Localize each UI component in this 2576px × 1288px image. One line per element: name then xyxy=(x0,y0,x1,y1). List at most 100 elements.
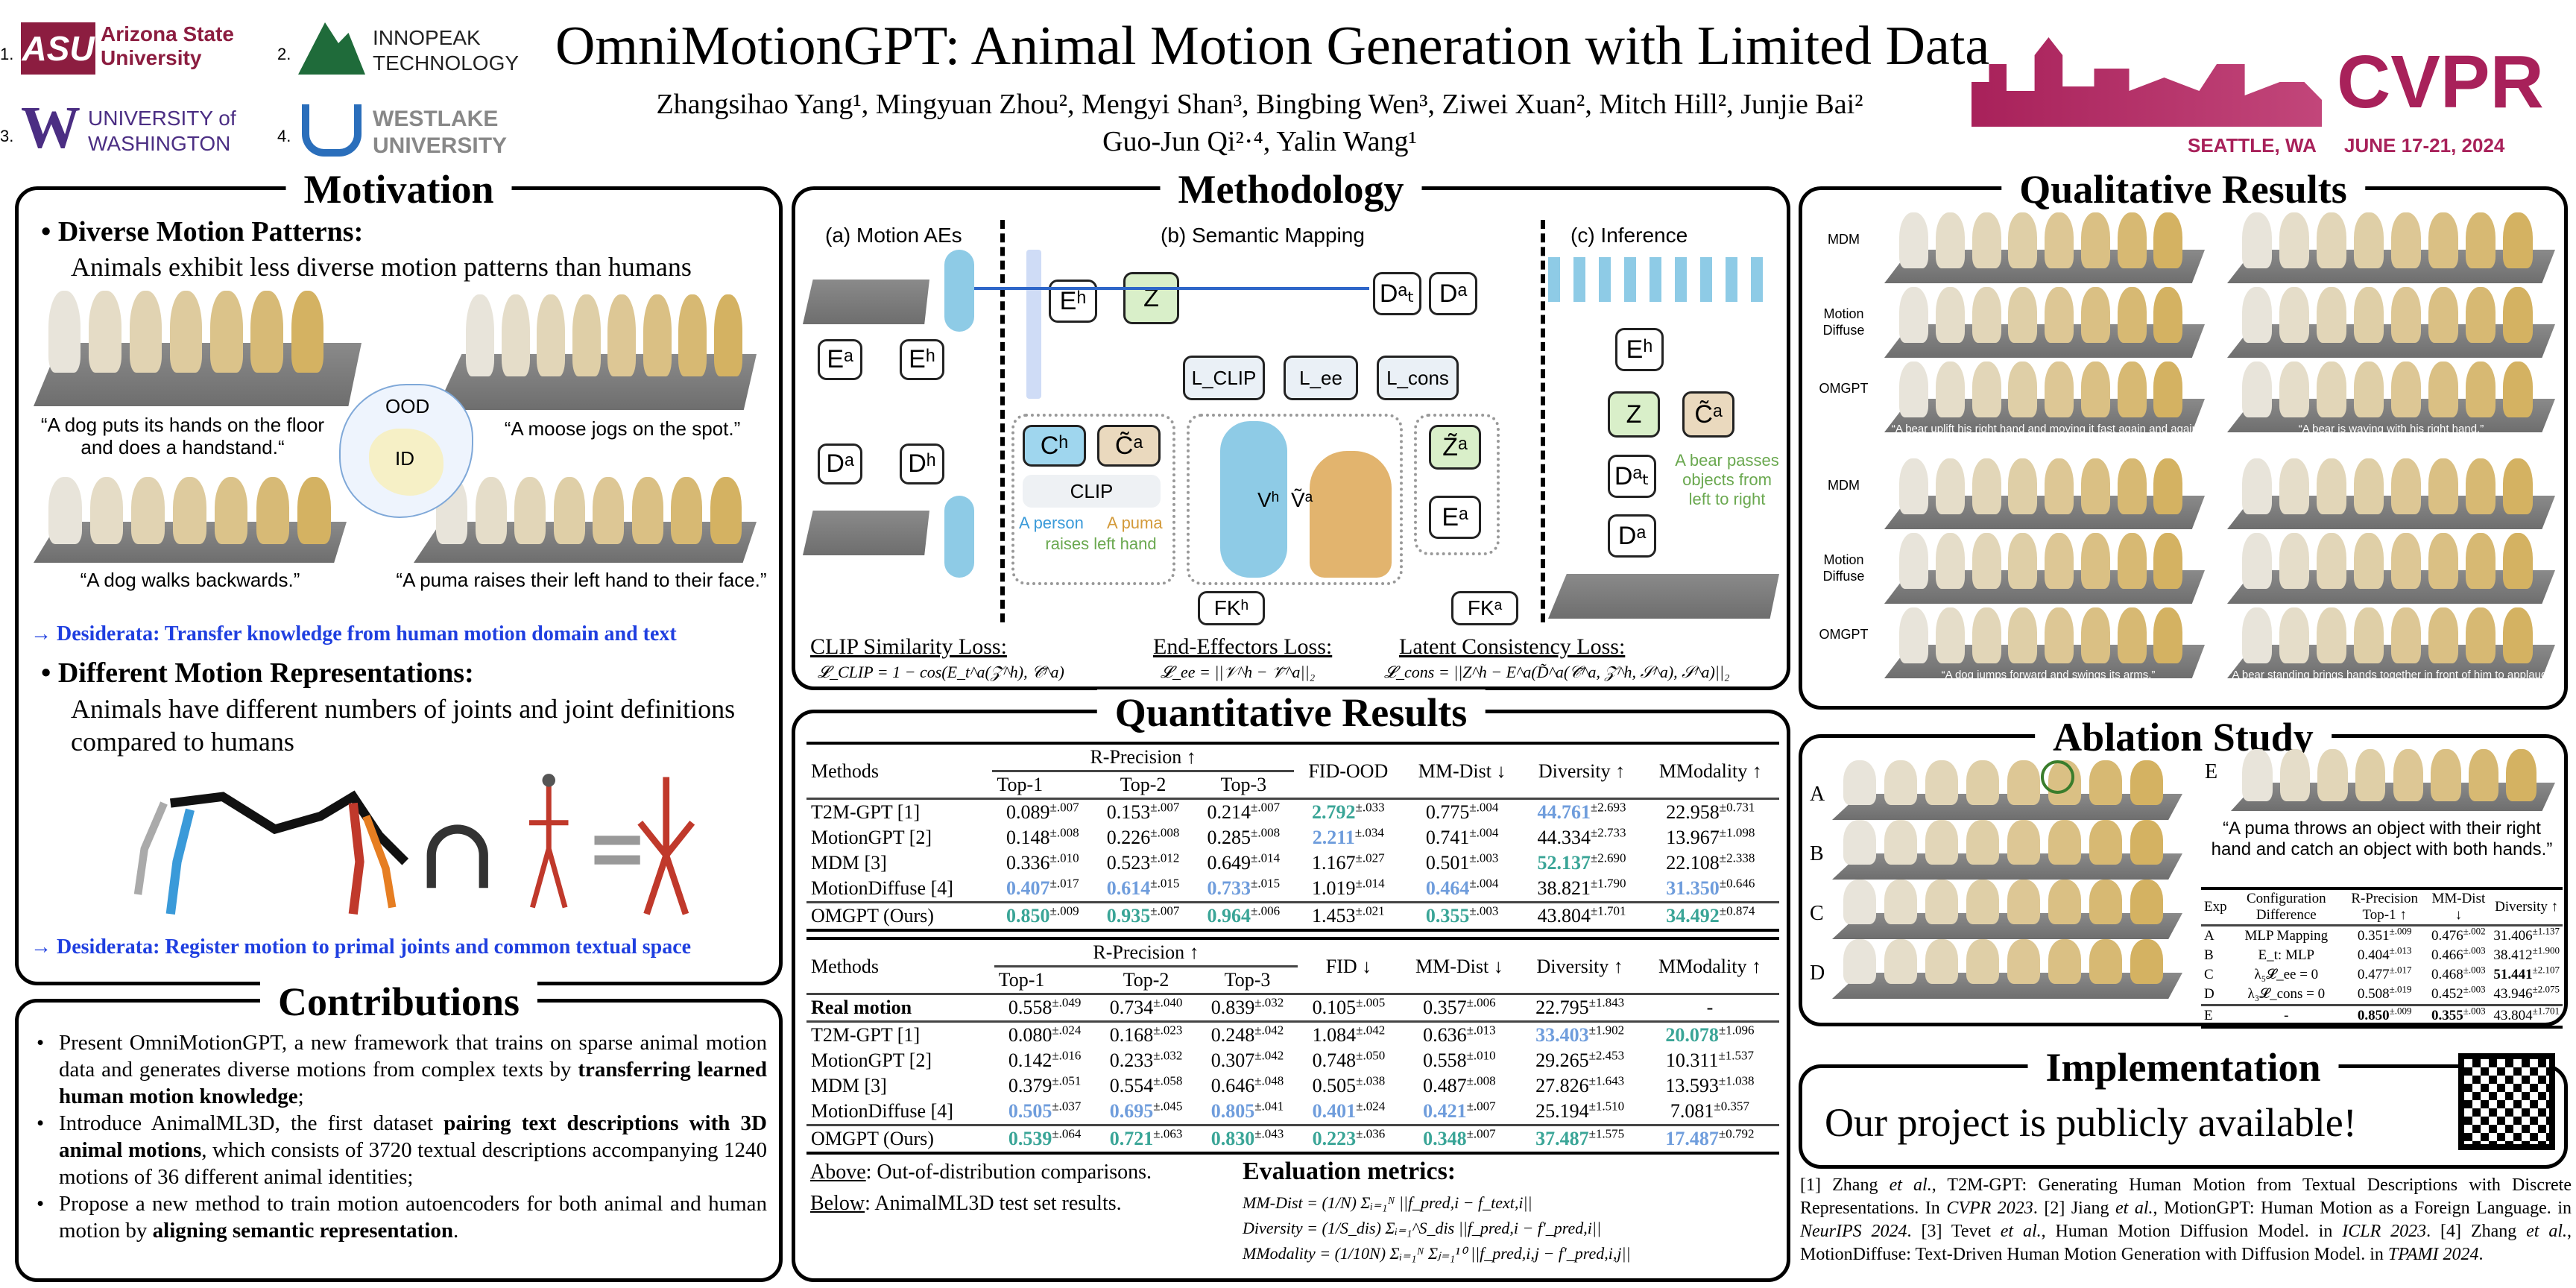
qual-animal-frame xyxy=(1972,362,2001,417)
loss3-title: Latent Consistency Loss: xyxy=(1399,634,1626,659)
text-bear: A bear passes objects from left to right xyxy=(1675,451,1779,508)
table-cell: 1.019±.014 xyxy=(1294,876,1403,903)
vertex-group xyxy=(1187,414,1403,585)
note-below: Below: AnimalML3D test set results. xyxy=(810,1192,1122,1215)
table-cell: 0.168±.023 xyxy=(1096,1022,1197,1049)
blue-flow-arrow xyxy=(974,287,1369,290)
contribution-item: Present OmniMotionGPT, a new framework t… xyxy=(37,1029,767,1110)
reference-item: [3] Tevet et al., Human Motion Diffusion… xyxy=(1921,1222,2431,1241)
table-cell: 34.492±0.874 xyxy=(1642,903,1779,931)
qual-animal-frame xyxy=(1972,287,2001,343)
table-cell: 0.558±.049 xyxy=(994,994,1096,1022)
contributions-section: Contributions Present OmniMotionGPT, a n… xyxy=(15,979,783,1282)
qual-caption: “A bear is waving with his right hand.” xyxy=(2298,423,2484,435)
cell-std: ±.064 xyxy=(1052,1126,1082,1141)
cell-value: 0.357 xyxy=(1423,997,1467,1018)
table-row: MotionGPT [2] 0.148±.008 0.226±.008 0.285±.… xyxy=(806,825,1779,850)
table-cell: 0.505±.037 xyxy=(994,1099,1096,1126)
ablation-e-animal-frame xyxy=(2242,749,2273,801)
puma-frame xyxy=(710,477,742,544)
animal-skeleton xyxy=(169,790,409,865)
method-name: MotionGPT [2] xyxy=(811,1049,932,1071)
ablation-animal-frame xyxy=(2048,880,2081,924)
qual-animal-frame xyxy=(2428,212,2458,268)
config: λ₅𝓛_ee = 0 xyxy=(2254,967,2319,982)
cell-value: 0.307 xyxy=(1210,1049,1255,1071)
loss1-formula: 𝓛_CLIP = 1 − cos(E_t^a(𝒵^h), 𝒞̃^a) xyxy=(818,663,1064,681)
ablation-animal-frame xyxy=(2007,880,2040,924)
cell-std: ±.017 xyxy=(1049,876,1079,891)
qual-row-label: Motion Diffuse xyxy=(1822,552,1865,584)
cell-value: 0.351 xyxy=(2357,928,2390,944)
qual-animal-frame xyxy=(1972,607,2001,663)
cell-value: 0.646 xyxy=(1210,1075,1255,1096)
qual-animal-frame xyxy=(2391,362,2421,417)
cell-value: 0.839 xyxy=(1210,997,1255,1018)
table-row: OMGPT (Ours) 0.539±.064 0.721±.063 0.830±.0… xyxy=(806,1125,1779,1154)
cell-std: ±.003 xyxy=(2463,944,2486,956)
qual-animal-frame xyxy=(2503,458,2533,514)
cell-std: ±.006 xyxy=(1251,903,1281,918)
motivation-point1-text: Animals exhibit less diverse motion patt… xyxy=(71,252,692,282)
panel-divider-right xyxy=(1541,220,1545,622)
node-Eh-mapping: Eʰ xyxy=(1049,280,1097,323)
node-clip: CLIP xyxy=(1023,475,1161,508)
equals-icon xyxy=(594,836,640,845)
qr-code-icon[interactable] xyxy=(2458,1053,2555,1150)
caption-moose-jog: “A moose jogs on the spot.” xyxy=(504,417,741,440)
reference-item: [1] Zhang et al., T2M-GPT: Generating Hu… xyxy=(1800,1175,2572,1218)
qual-row-label: Motion Diffuse xyxy=(1822,306,1865,338)
table-cell: 0.636±.013 xyxy=(1399,1022,1519,1049)
asu-name: Arizona State University xyxy=(101,22,234,69)
puma-frame xyxy=(671,477,702,544)
table-cell: 1.167±.027 xyxy=(1294,850,1403,876)
config: λ₃𝓛_cons = 0 xyxy=(2247,986,2326,1002)
note-above: Above: Out-of-distribution comparisons. xyxy=(810,1161,1152,1184)
qual-row-label: OMGPT xyxy=(1819,381,1869,396)
dog-handstand-frame xyxy=(250,291,283,373)
ablation-animal-frame xyxy=(2089,880,2122,924)
cell-std: ±.049 xyxy=(1052,995,1082,1010)
ablation-animal-frame xyxy=(2048,939,2081,984)
cell-value: 1.019 xyxy=(1311,877,1356,899)
table-cell: 1.453±.021 xyxy=(1294,903,1403,931)
cell-value: 38.412 xyxy=(2493,947,2533,963)
ablation-animal-frame xyxy=(1884,880,1917,924)
node-Za: Z̃ᵃ xyxy=(1429,425,1481,470)
table-cell: 0.741±.004 xyxy=(1403,825,1522,850)
table-cell: 25.194±1.510 xyxy=(1519,1099,1641,1126)
ablation-animal-frame xyxy=(2048,820,2081,865)
cell-std: ±1.701 xyxy=(1590,903,1626,918)
cell-value: 0.505 xyxy=(1312,1075,1357,1096)
cell-std: ±.038 xyxy=(1356,1073,1386,1088)
table-cell: 0.080±.024 xyxy=(994,1022,1096,1049)
cell-std: ±1.643 xyxy=(1588,1073,1625,1088)
cell-std: ±.009 xyxy=(2389,925,2412,937)
cell-value: 0.695 xyxy=(1109,1100,1154,1122)
implementation-text: Our project is publicly available! xyxy=(1825,1100,2357,1145)
cell-value: 0.214 xyxy=(1207,801,1251,823)
dog-handstand-frame xyxy=(291,291,324,373)
method-name: T2M-GPT [1] xyxy=(811,801,921,823)
qual-animal-frame xyxy=(2080,287,2110,343)
cell-std: ±.003 xyxy=(1469,903,1499,918)
qual-animal-frame xyxy=(2242,287,2272,343)
dog-walk-frame xyxy=(48,477,82,544)
seattle-skyline-icon xyxy=(1972,37,2322,127)
ablation-animal-frame xyxy=(2007,820,2040,865)
cell-value: 0.539 xyxy=(1008,1128,1052,1149)
cell-std: ±.008 xyxy=(1466,1073,1496,1088)
cell-value: 0.805 xyxy=(1210,1100,1255,1122)
qual-animal-frame xyxy=(2080,212,2110,268)
col-methods: Methods xyxy=(811,760,879,782)
table-cell: 2.792±.033 xyxy=(1294,799,1403,826)
cell-std: ±.037 xyxy=(1052,1099,1082,1114)
qual-animal-frame xyxy=(2391,212,2421,268)
table-cell: 0.226±.008 xyxy=(1093,825,1193,850)
quantitative-title: Quantitative Results xyxy=(1096,689,1486,736)
table-cell: 0.721±.063 xyxy=(1096,1126,1197,1154)
clip-group xyxy=(1011,414,1175,585)
ablation-animal-frame xyxy=(1925,880,1958,924)
table-cell: 17.487±0.792 xyxy=(1641,1126,1779,1154)
